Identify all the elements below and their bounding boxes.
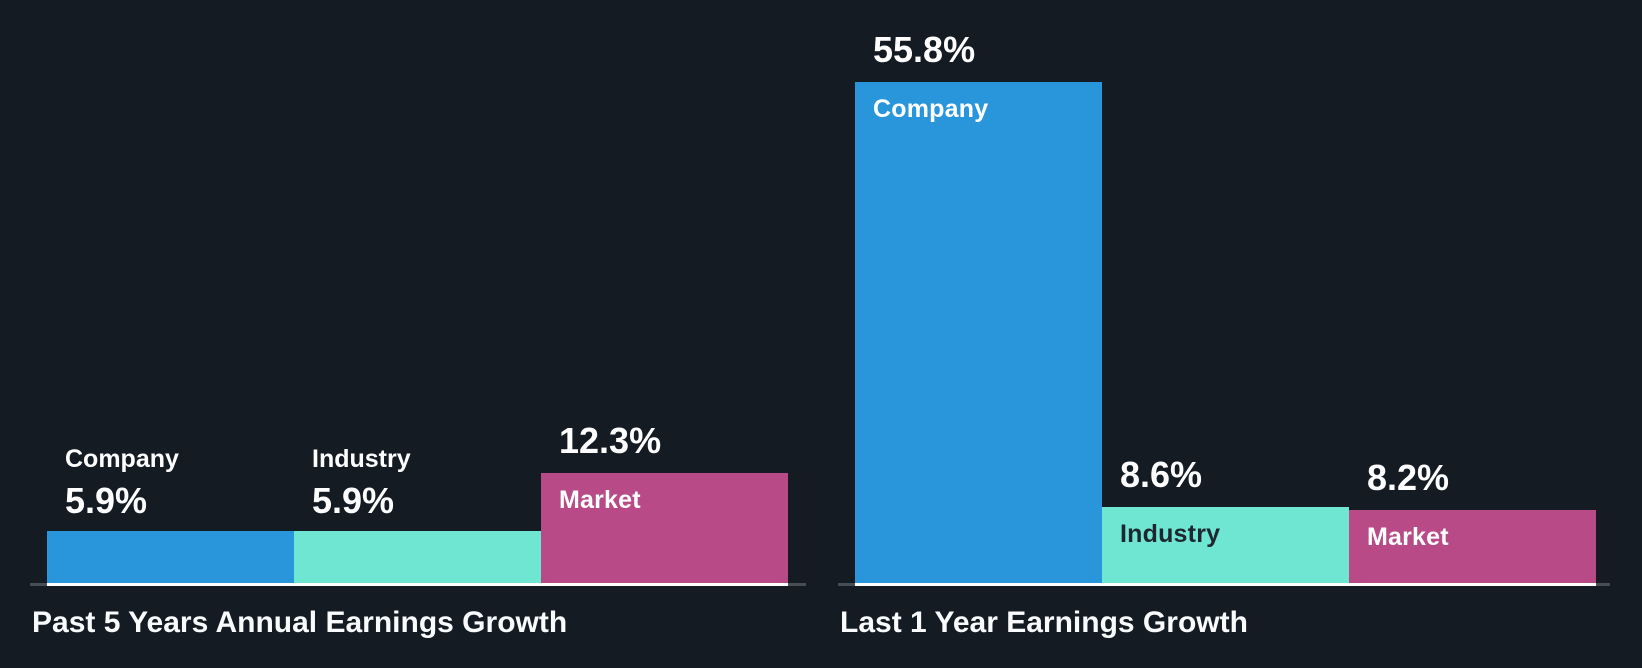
bar-value-label-company: 55.8%	[873, 29, 976, 70]
chart-last-1-year-earnings-growth: 55.8% Company 8.6% Industry 8.2% Market Last …	[838, 0, 1610, 668]
bar-industry	[294, 531, 541, 586]
chart-title: Last 1 Year Earnings Growth	[840, 606, 1248, 639]
plot-area: Company 5.9% Industry 5.9% 12.3% Market	[30, 0, 806, 586]
bar-value-label-market: 8.2%	[1367, 457, 1450, 498]
bar-label-stack-industry: Industry 5.9%	[312, 439, 411, 523]
bar-name-label-market: Market	[559, 486, 641, 514]
bar-value-label-market: 12.3%	[559, 420, 662, 461]
bar-value-label-industry: 5.9%	[312, 480, 395, 521]
bar-name-label-industry: Industry	[312, 445, 411, 473]
bar-name-label-industry: Industry	[1120, 520, 1221, 548]
bar-industry: Industry	[1102, 507, 1349, 586]
bar-value-label-company: 5.9%	[65, 480, 148, 521]
bar-name-label-market: Market	[1367, 523, 1449, 551]
bar-label-stack-company: Company 5.9%	[65, 439, 179, 523]
bar-value-label-industry: 8.6%	[1120, 454, 1203, 495]
chart-title: Past 5 Years Annual Earnings Growth	[32, 606, 568, 639]
bar-market: Market	[1349, 510, 1596, 586]
bar-company: Company	[855, 82, 1102, 586]
chart-past-5-years-earnings-growth: Company 5.9% Industry 5.9% 12.3% Market Past …	[30, 0, 806, 668]
bar-name-label-company: Company	[873, 95, 989, 123]
bar-name-label-company: Company	[65, 445, 179, 473]
bar-market: Market	[541, 473, 788, 586]
bar-company	[47, 531, 294, 586]
plot-area: 55.8% Company 8.6% Industry 8.2% Market	[838, 0, 1610, 586]
